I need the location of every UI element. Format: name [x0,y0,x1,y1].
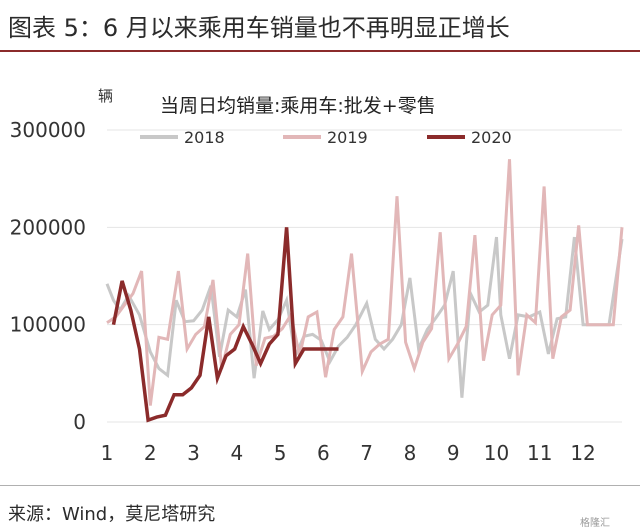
y-tick-label: 300000 [10,118,86,142]
y-axis-unit-label: 辆 [98,87,113,105]
figure-header: 图表 5：6 月以来乘用车销量也不再明显正增长 [0,0,640,52]
x-axis-ticks: 1 2 3 4 5 6 7 8 9 10 11 12 [101,441,596,465]
x-tick-label: 3 [187,441,200,465]
x-tick-label: 2 [144,441,157,465]
x-tick-label: 11 [527,441,552,465]
x-tick-label: 1 [101,441,114,465]
line-chart: 辆 当周日均销量:乘用车:批发+零售 0 100000 200000 300000 1… [10,87,624,465]
y-tick-label: 0 [73,410,86,434]
chart-legend: 2018 2019 2020 [140,128,512,147]
x-tick-label: 10 [484,441,509,465]
legend-item-2018: 2018 [140,128,225,147]
figure-title: 图表 5：6 月以来乘用车销量也不再明显正增长 [8,14,510,42]
series-line-2019 [106,159,624,406]
y-tick-label: 100000 [10,313,86,337]
legend-item-2020: 2020 [427,128,512,147]
y-gridlines [107,129,622,423]
y-tick-label: 200000 [10,215,86,239]
legend-label: 2020 [471,128,512,147]
legend-label: 2019 [327,128,368,147]
x-tick-label: 4 [230,441,243,465]
x-tick-label: 9 [447,441,460,465]
x-tick-label: 7 [360,441,373,465]
legend-item-2019: 2019 [283,128,368,147]
source-note: 来源：Wind，莫尼塔研究 [8,504,216,525]
y-axis-ticks: 0 100000 200000 300000 [10,118,86,434]
header-divider [0,50,640,52]
x-tick-label: 5 [274,441,287,465]
series-line-2018 [105,236,624,398]
x-tick-label: 6 [317,441,330,465]
x-tick-label: 12 [570,441,595,465]
series-lines [105,159,624,423]
watermark-logo: 格隆汇 [580,518,610,529]
x-tick-label: 8 [404,441,417,465]
series-line-2020 [111,227,339,423]
chart-title: 当周日均销量:乘用车:批发+零售 [160,95,436,117]
legend-label: 2018 [184,128,225,147]
footer-divider [0,485,640,486]
